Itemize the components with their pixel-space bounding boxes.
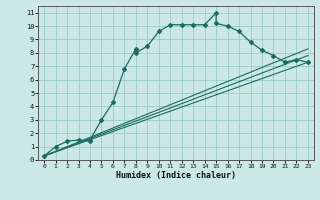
X-axis label: Humidex (Indice chaleur): Humidex (Indice chaleur): [116, 171, 236, 180]
